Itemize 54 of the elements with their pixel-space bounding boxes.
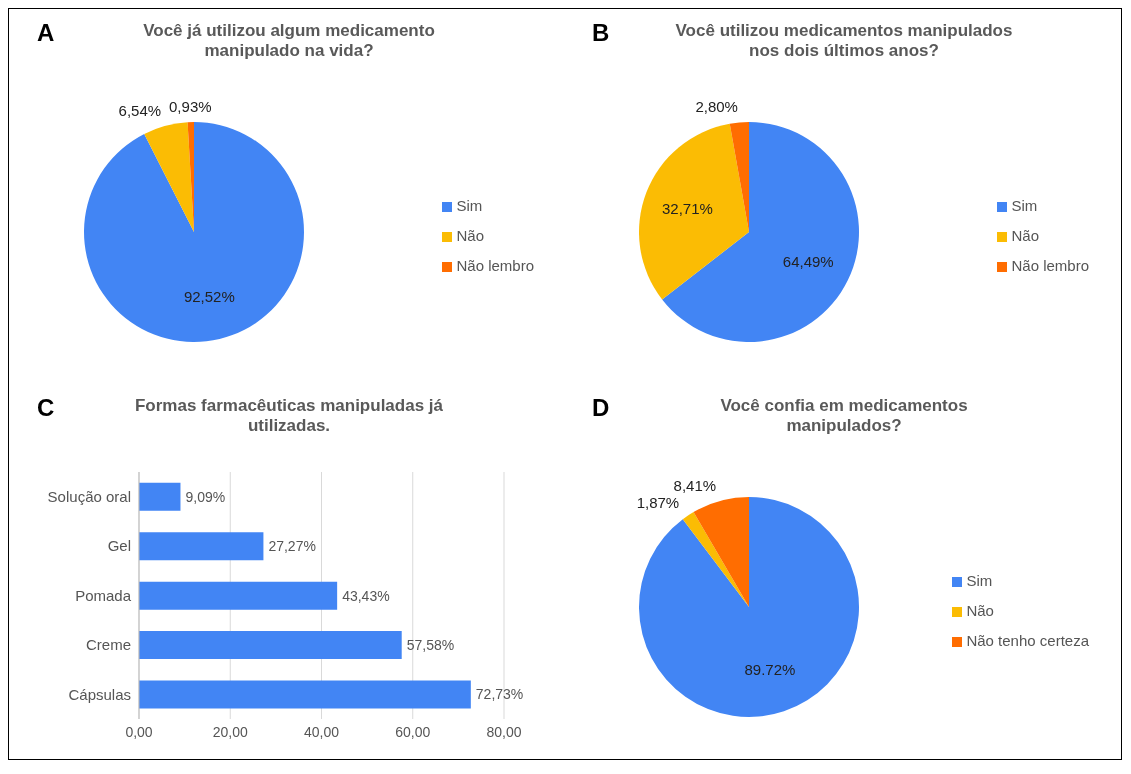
data-label: 1,87%: [636, 493, 680, 511]
data-label: 0,93%: [169, 97, 212, 115]
y-tick-label: Cápsulas: [68, 685, 131, 703]
legend-label: Não tenho certeza: [966, 631, 1089, 649]
data-label: 57,58%: [406, 637, 455, 654]
bar: [139, 631, 402, 660]
text: D: [592, 394, 610, 422]
pie-slice: [729, 122, 749, 232]
x-tick-label: 80,00: [486, 723, 522, 740]
data-label: 27,27%: [268, 538, 316, 555]
pie-slice: [693, 497, 749, 607]
data-label: 6,54%: [118, 101, 162, 119]
data-label: 43,43%: [342, 587, 390, 604]
bar: [139, 680, 471, 709]
pie-slice: [144, 122, 194, 232]
legend-label: Sim: [1011, 196, 1038, 214]
legend-label: Sim: [456, 196, 483, 214]
bar: [139, 482, 181, 511]
x-tick-label: 20,00: [212, 723, 248, 740]
bar: [139, 532, 264, 561]
bar: [139, 581, 338, 610]
pie-slice: [682, 512, 749, 607]
pie-slice: [639, 123, 749, 300]
y-tick-label: Pomada: [75, 586, 132, 604]
data-label: 64,49%: [782, 252, 834, 270]
text: B: [592, 19, 610, 47]
legend-label: Não: [456, 226, 484, 244]
y-tick-label: Solução oral: [47, 488, 131, 506]
data-label: 32,71%: [661, 199, 713, 217]
chart-title: Você já utilizou algum medicamento manipulado na vida?: [142, 21, 436, 61]
legend-label: Não lembro: [456, 256, 534, 274]
x-tick-label: 60,00: [395, 723, 431, 740]
y-tick-label: Creme: [85, 636, 131, 654]
x-tick-label: 40,00: [303, 723, 340, 740]
legend-label: Não lembro: [1011, 256, 1089, 274]
text: C: [37, 394, 55, 422]
chart-title: Você utilizou medicamentos manipulados nos dois últimos anos?: [674, 21, 1014, 61]
legend-label: Não: [1011, 226, 1039, 244]
data-label: 9,09%: [185, 488, 226, 505]
x-tick-label: 0,00: [125, 723, 153, 740]
legend-label: Sim: [966, 571, 993, 589]
data-label: 89.72%: [744, 661, 796, 679]
data-label: 8,41%: [673, 476, 717, 494]
pie-slice: [639, 497, 859, 717]
y-tick-label: Gel: [107, 537, 131, 555]
chart-title: Você confia em medicamentos manipulados?: [719, 396, 969, 436]
legend-label: Não: [966, 601, 994, 619]
data-label: 2,80%: [695, 97, 738, 115]
text: A: [37, 19, 55, 47]
data-label: 72,73%: [475, 686, 524, 703]
data-label: 92,52%: [183, 287, 235, 305]
pie-slice: [84, 122, 304, 342]
pie-slice: [662, 122, 859, 342]
chart-title: Formas farmacêuticas manipuladas já utilizadas.: [134, 396, 444, 436]
